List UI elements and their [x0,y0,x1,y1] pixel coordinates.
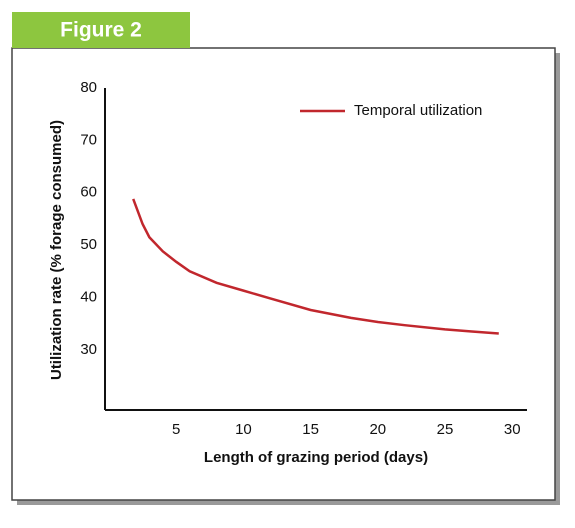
figure-label: Figure 2 [60,19,142,42]
legend-label: Temporal utilization [354,102,482,119]
x-tick-label: 20 [369,421,386,438]
y-tick-label: 50 [80,236,97,253]
y-tick-label: 40 [80,288,97,305]
x-tick-label: 10 [235,421,252,438]
y-tick-label: 30 [80,341,97,358]
x-axis-label: Length of grazing period (days) [204,449,428,466]
frame [11,47,556,501]
y-tick-label: 80 [80,79,97,96]
y-tick-label: 60 [80,184,97,201]
x-tick-label: 25 [437,421,454,438]
y-tick-label: 70 [80,131,97,148]
line [132,198,499,335]
x-tick-label: 15 [302,421,319,438]
figure-tab [12,12,190,48]
x-tick-label: 30 [504,421,521,438]
y-axis-label: Utilization rate (% forage consumed) [48,120,65,380]
x-tick-label: 5 [172,421,180,438]
